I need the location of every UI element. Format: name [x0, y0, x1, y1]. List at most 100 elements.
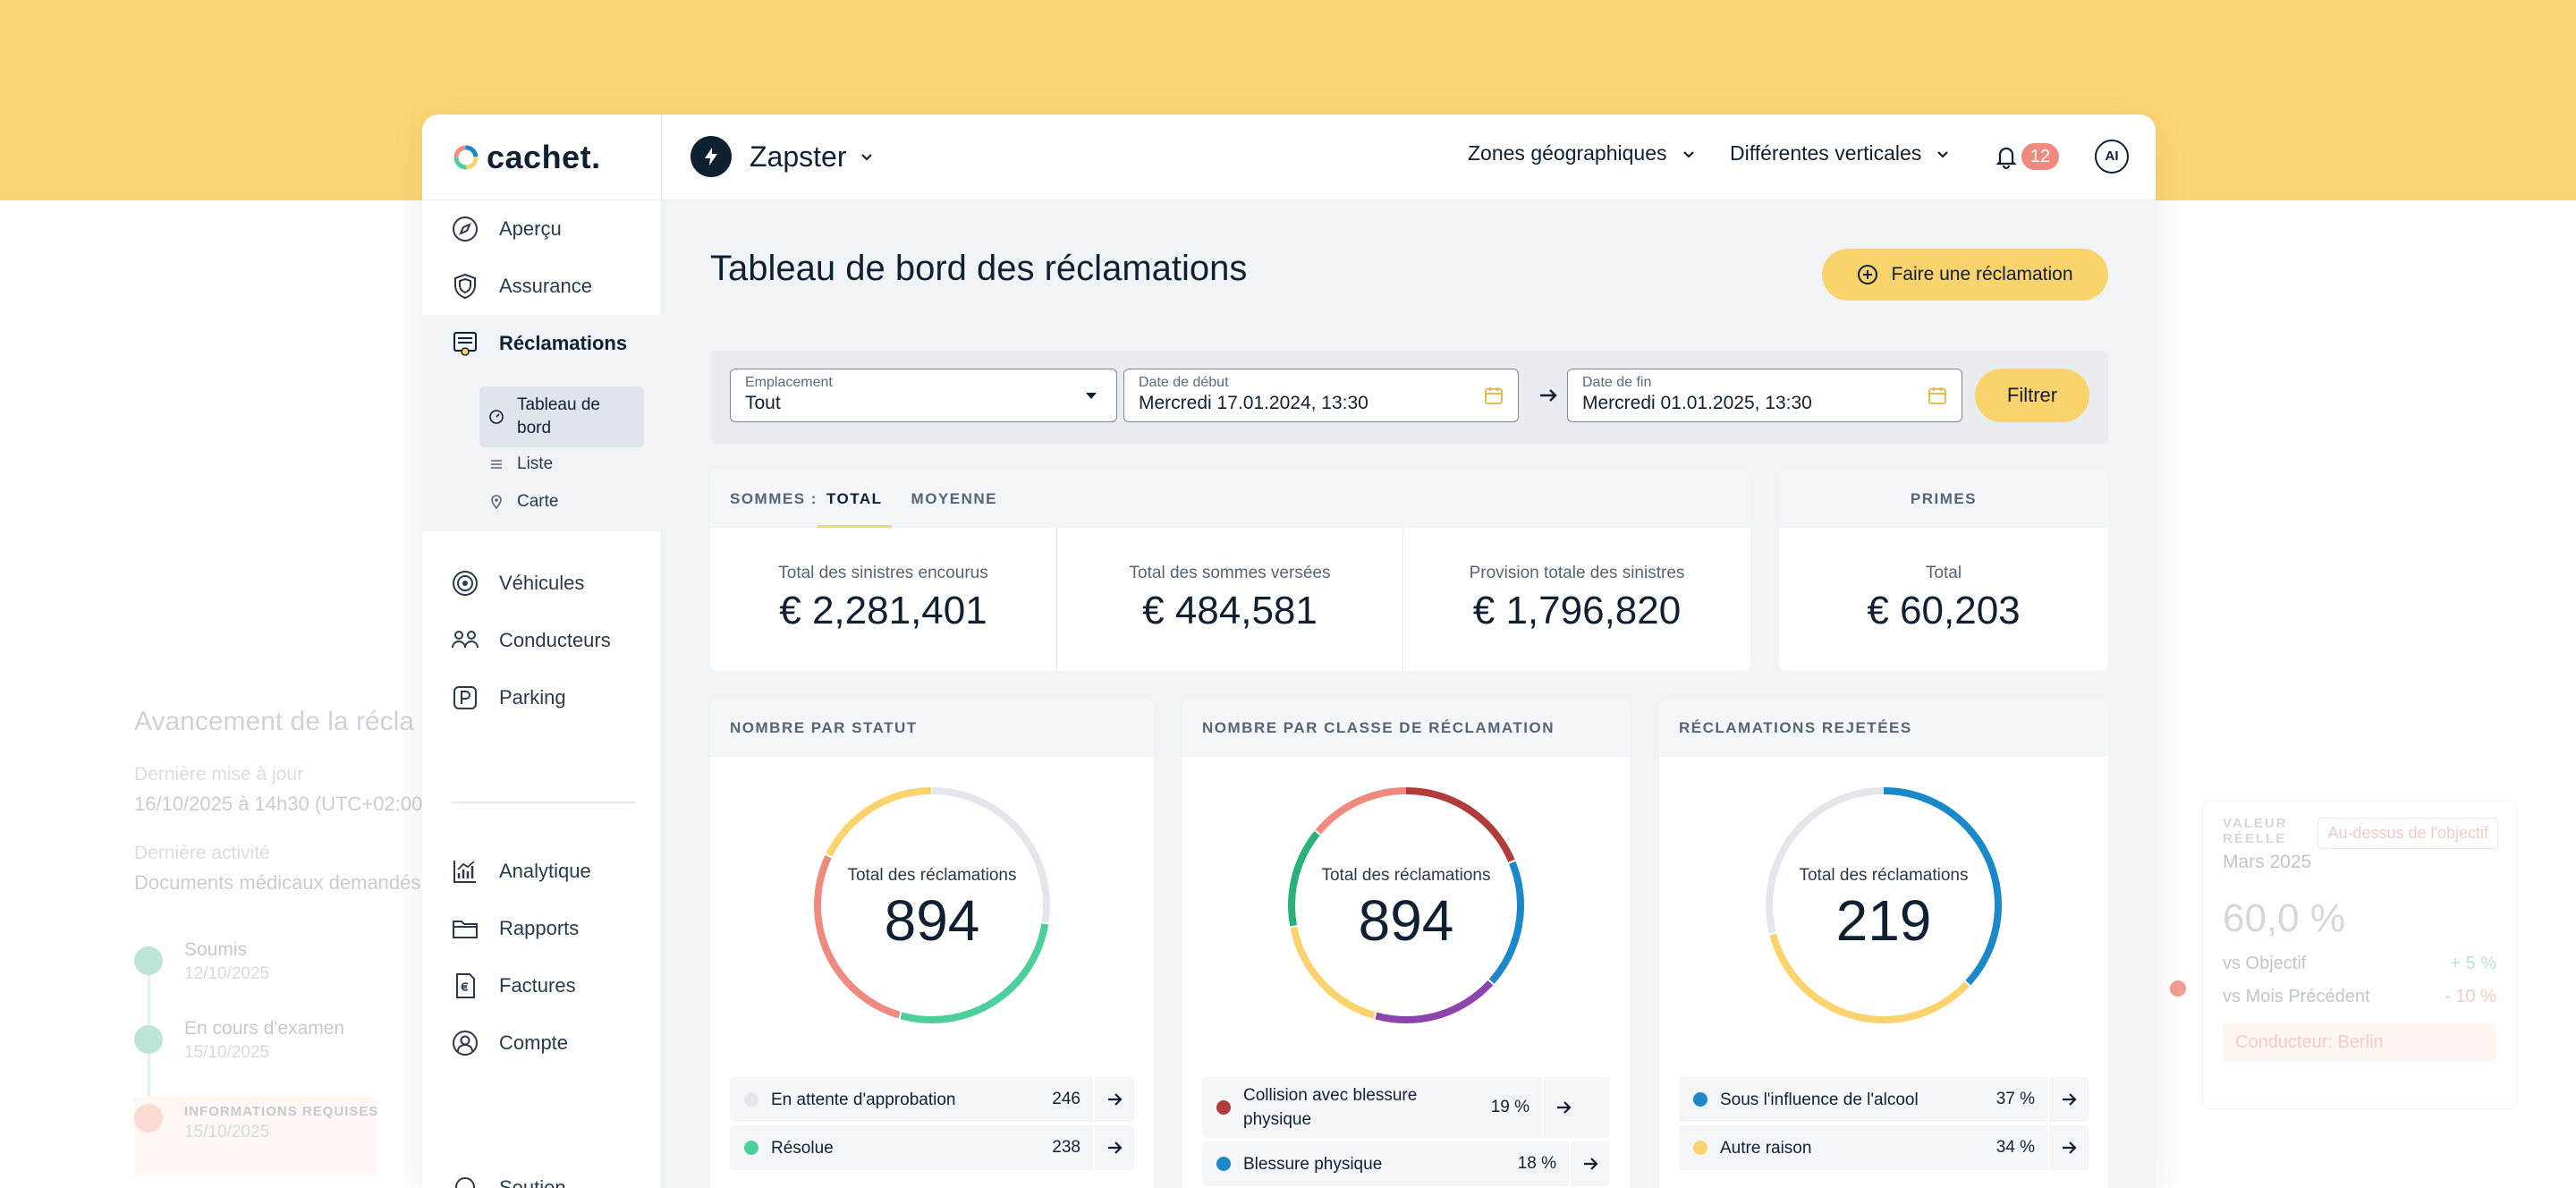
zones-menu[interactable]: Zones géographiques [1468, 141, 1698, 165]
sidebar-item-label: Assurance [499, 275, 592, 297]
rejected-donut: Total des réclamations 219 [1758, 780, 2009, 1031]
parking-icon [453, 686, 477, 709]
legend-label: Autre raison [1720, 1138, 1812, 1158]
chevron-down-icon [1682, 150, 1694, 158]
legend-value: 37 % [1996, 1090, 2035, 1108]
sidebar-item-factures[interactable]: Factures [422, 957, 662, 1014]
premiums-card: PRIMES Total € 60,203 [1779, 471, 2108, 671]
sidebar-item-soutien[interactable]: Soutien [422, 1159, 662, 1188]
bg-updated-label: Dernière mise à jour [134, 764, 304, 785]
bg-kpi-row-value: - 10 % [2445, 987, 2496, 1006]
sidebar-item-label: Factures [499, 974, 576, 997]
legend-label: Sous l'influence de l'alcool [1720, 1090, 1919, 1109]
end-date-field[interactable]: Date de fin Mercredi 01.01.2025, 13:30 [1567, 369, 1962, 422]
logo[interactable]: cachet. [422, 115, 662, 200]
ai-assistant-button[interactable]: AI [2095, 140, 2129, 174]
verticals-menu[interactable]: Différentes verticales [1730, 141, 1952, 165]
donut-total: 219 [1835, 888, 1932, 953]
claims-icon [453, 332, 477, 356]
metric-value: € 1,796,820 [1472, 589, 1682, 632]
legend-dot [744, 1092, 758, 1107]
start-date-value: Mercredi 17.01.2024, 13:30 [1139, 393, 1368, 413]
sidebar-item-conducteurs[interactable]: Conducteurs [422, 612, 662, 669]
sidebar-item-analytique[interactable]: Analytique [422, 843, 662, 900]
status-card: NOMBRE PAR STATUT Total des réclamations… [710, 700, 1154, 1188]
bg-activity-label: Dernière activité [134, 843, 270, 863]
sums-header: SOMMES : TOTAL MOYENNE [710, 471, 1750, 528]
legend-row[interactable]: Blessure physique 18 % [1202, 1141, 1610, 1186]
create-claim-button[interactable]: Faire une réclamation [1822, 249, 2108, 301]
bg-step-date: 12/10/2025 [184, 964, 270, 983]
arrow-right-icon[interactable] [1093, 1125, 1134, 1170]
bg-kpi-row-label: vs Mois Précédent [2223, 987, 2370, 1006]
bg-step-label: INFORMATIONS REQUISES [184, 1104, 379, 1119]
bg-activity-value: Documents médicaux demandés [134, 871, 421, 894]
bg-step-date: 15/10/2025 [184, 1123, 270, 1141]
legend-row[interactable]: Sous l'influence de l'alcool 37 % [1679, 1077, 2089, 1122]
filter-button[interactable]: Filtrer [1975, 369, 2089, 422]
folder-icon [453, 921, 478, 938]
calendar-icon[interactable] [1484, 386, 1504, 405]
bell-icon[interactable] [1993, 143, 2020, 170]
start-date-field[interactable]: Date de début Mercredi 17.01.2024, 13:30 [1123, 369, 1519, 422]
sidebar-item-label: Aperçu [499, 217, 562, 240]
sidebar-item-vehicules[interactable]: Véhicules [422, 555, 662, 612]
sidebar-item-compte[interactable]: Compte [422, 1014, 662, 1072]
sidebar-item-label: Réclamations [499, 332, 628, 354]
class-donut-chart [1288, 787, 1524, 1023]
premiums-title: PRIMES [1779, 471, 2108, 528]
warning-icon [134, 1104, 163, 1133]
calendar-icon[interactable] [1928, 386, 1947, 405]
metric-label: Total [1925, 564, 1962, 582]
sidebar-item-label: Conducteurs [499, 629, 611, 651]
legend-label: Blessure physique [1243, 1154, 1383, 1174]
tab-average[interactable]: MOYENNE [911, 490, 998, 507]
donut-total: 894 [884, 888, 980, 953]
sidebar-item-label: Véhicules [499, 572, 585, 594]
legend-row[interactable]: Autre raison 34 % [1679, 1125, 2089, 1170]
sidebar-subitem-dashboard[interactable]: Tableau de bord [479, 386, 644, 447]
sidebar-item-rapports[interactable]: Rapports [422, 900, 662, 957]
metric-premiums: Total € 60,203 [1779, 528, 2108, 671]
metric-value: € 60,203 [1867, 589, 2021, 632]
legend-label: Résolue [771, 1138, 834, 1158]
legend-label: Collision avec blessure physique [1243, 1086, 1418, 1129]
metric-label: Total des sommes versées [1129, 564, 1331, 582]
arrow-right-icon[interactable] [1569, 1141, 1610, 1186]
chart-icon [453, 861, 476, 883]
sums-prefix: SOMMES : [730, 490, 818, 507]
tab-total[interactable]: TOTAL [817, 471, 892, 528]
page-title: Tableau de bord des réclamations [710, 249, 1248, 288]
arrow-right-icon[interactable] [1542, 1077, 1583, 1138]
location-select[interactable]: Emplacement Tout [730, 369, 1117, 422]
end-date-value: Mercredi 01.01.2025, 13:30 [1582, 393, 1812, 413]
location-value: Tout [745, 393, 781, 413]
sidebar-subitem-map[interactable]: Carte [479, 492, 644, 512]
bg-updated-value: 16/10/2025 à 14h30 (UTC+02:00 [134, 793, 423, 815]
arrow-right-icon[interactable] [1093, 1077, 1134, 1122]
legend-value: 238 [1052, 1138, 1080, 1157]
donut-label: Total des réclamations [1799, 866, 1969, 885]
sidebar-item-reclamations[interactable]: Réclamations [422, 315, 662, 372]
arrow-right-icon[interactable] [2047, 1077, 2089, 1122]
legend-label: En attente d'approbation [771, 1090, 956, 1109]
check-icon [134, 946, 163, 975]
bg-kpi-label: VALEUR RÉELLE [2223, 816, 2288, 846]
donut-center: Total des réclamations 894 [807, 780, 1057, 1031]
bg-kpi-badge: Au-dessus de l'objectif [2318, 818, 2498, 849]
rejected-donut-chart [1766, 787, 2002, 1023]
legend-row[interactable]: Collision avec blessure physique 19 % [1202, 1077, 1610, 1138]
sidebar-item-apercu[interactable]: Aperçu [422, 200, 662, 258]
legend-row[interactable]: En attente d'approbation 246 [730, 1077, 1134, 1122]
sidebar-item-assurance[interactable]: Assurance [422, 258, 662, 315]
donut-total: 894 [1358, 888, 1454, 953]
sidebar-subitem-list[interactable]: Liste [479, 454, 644, 474]
company-selector[interactable]: Zapster [691, 136, 875, 177]
sidebar-item-label: Compte [499, 1031, 569, 1054]
legend-row[interactable]: Résolue 238 [730, 1125, 1134, 1170]
arrow-right-icon[interactable] [2047, 1125, 2089, 1170]
sidebar-item-parking[interactable]: Parking [422, 669, 662, 726]
legend-dot [1693, 1141, 1707, 1155]
bg-kpi-row: vs Objectif + 5 % [2223, 954, 2496, 974]
metric-reserve: Provision totale des sinistres € 1,796,8… [1403, 528, 1750, 671]
